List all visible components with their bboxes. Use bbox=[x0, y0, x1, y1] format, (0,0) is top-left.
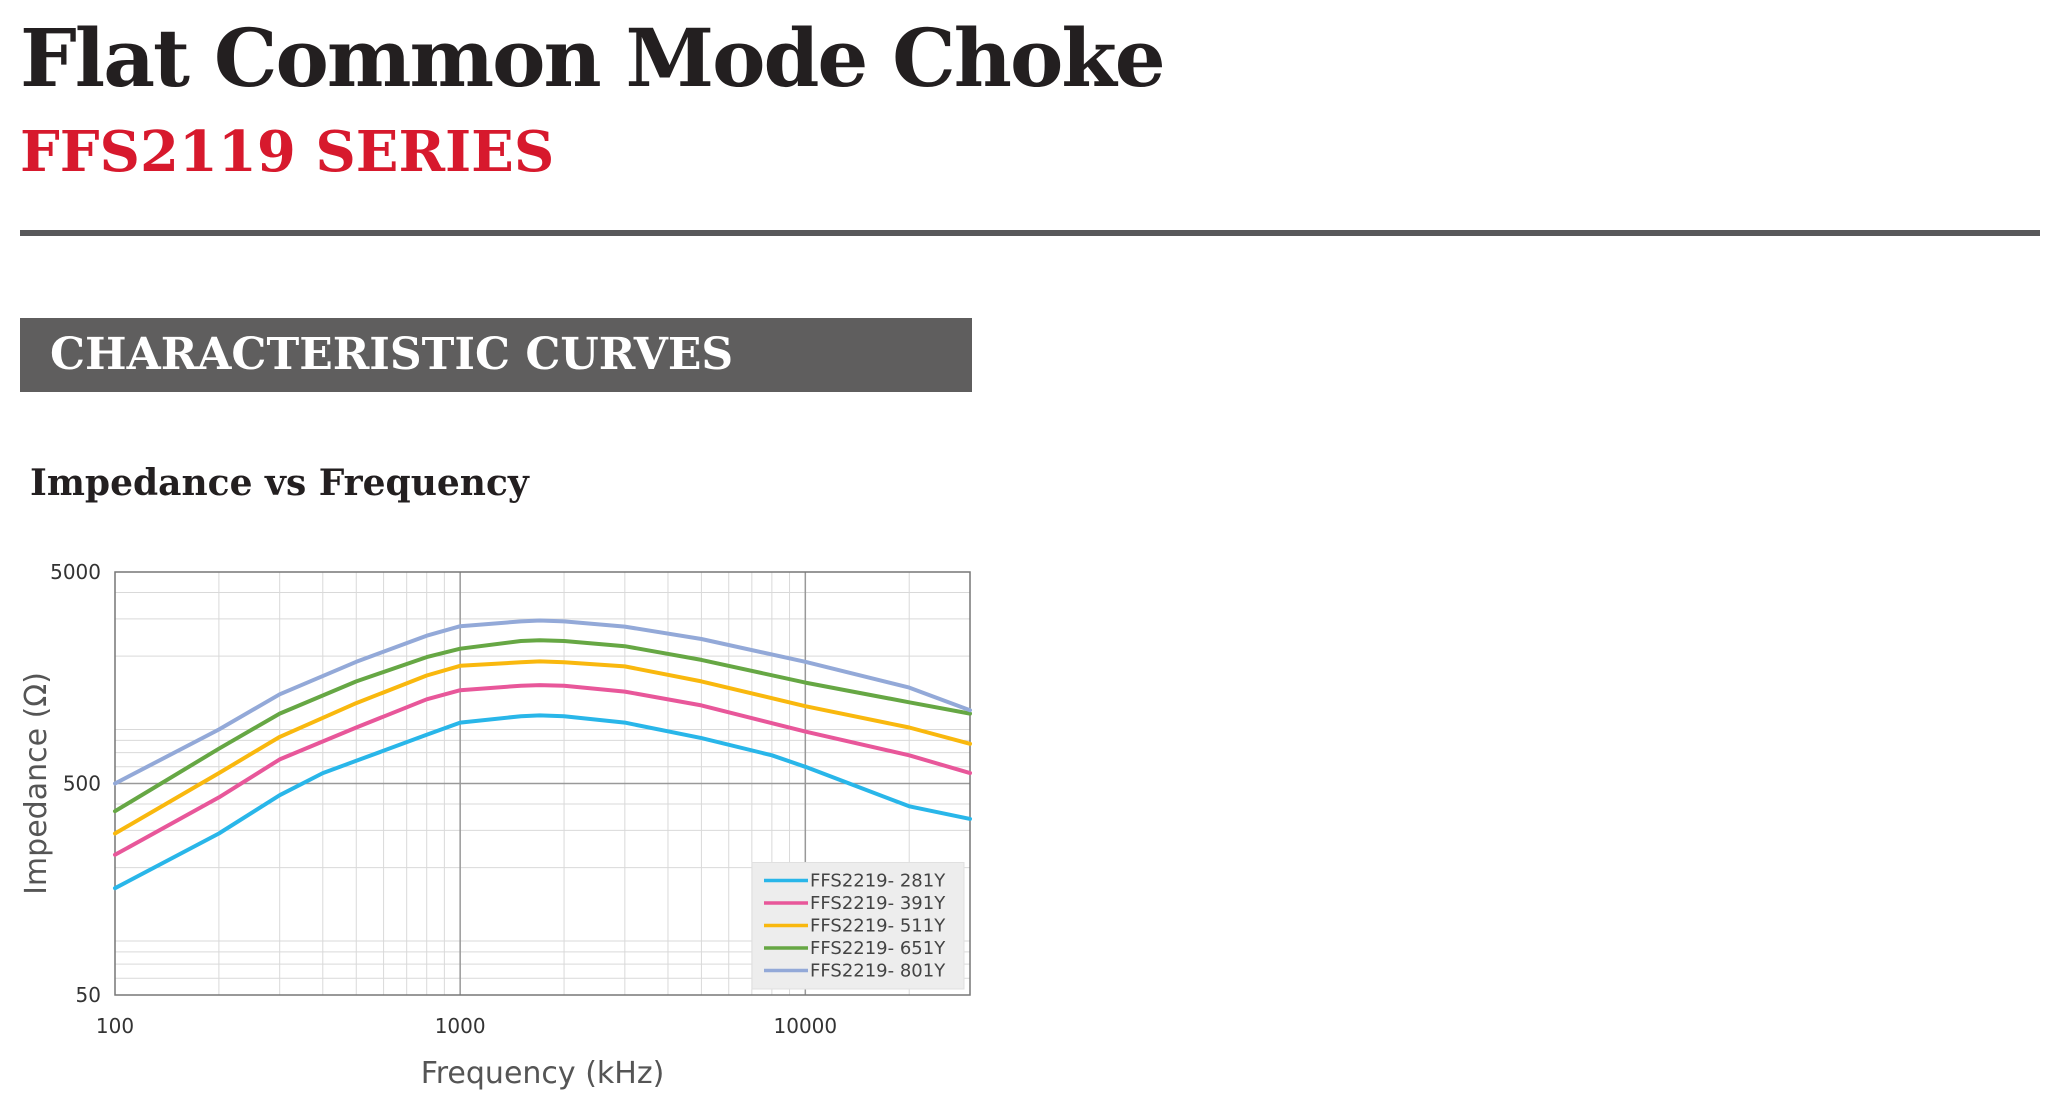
section-heading: CHARACTERISTIC CURVES bbox=[20, 318, 972, 392]
page-title: Flat Common Mode Choke bbox=[20, 11, 1166, 105]
legend-label: FFS2219- 651Y bbox=[810, 938, 946, 959]
y-tick-label: 50 bbox=[76, 983, 101, 1007]
legend-label: FFS2219- 391Y bbox=[810, 893, 946, 914]
y-tick-label: 5000 bbox=[50, 560, 101, 584]
series-line-3 bbox=[113, 659, 972, 836]
legend-label: FFS2219- 511Y bbox=[810, 916, 946, 937]
series-line-1 bbox=[113, 713, 972, 891]
x-tick-label: 1000 bbox=[435, 1014, 486, 1038]
chart-title: Impedance vs Frequency bbox=[30, 462, 529, 504]
legend-label: FFS2219- 281Y bbox=[810, 871, 946, 892]
series-line-2 bbox=[113, 683, 972, 857]
legend-label: FFS2219- 801Y bbox=[810, 961, 946, 982]
impedance-frequency-chart: 100 1000 10000 50 500 5000 Frequency (kHz) I… bbox=[19, 560, 972, 1091]
y-tick-label: 500 bbox=[63, 772, 101, 796]
x-tick-labels: 100 1000 10000 bbox=[96, 1014, 837, 1038]
x-axis-label: Frequency (kHz) bbox=[421, 1056, 665, 1091]
series-lines bbox=[113, 618, 972, 891]
series-line-5 bbox=[113, 618, 972, 786]
y-axis-label: Impedance (Ω) bbox=[19, 672, 54, 895]
x-tick-label: 10000 bbox=[774, 1014, 838, 1038]
header-divider bbox=[20, 230, 2040, 236]
series-line-4 bbox=[113, 638, 972, 814]
series-name: FFS2119 SERIES bbox=[20, 119, 555, 185]
x-tick-label: 100 bbox=[96, 1014, 134, 1038]
y-tick-labels: 50 500 5000 bbox=[50, 560, 101, 1007]
